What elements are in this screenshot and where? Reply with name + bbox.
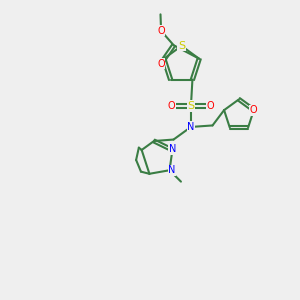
Text: N: N [169,144,176,154]
Text: O: O [157,26,165,36]
Text: O: O [206,101,214,111]
Text: O: O [157,59,165,69]
Text: N: N [168,165,175,175]
Text: O: O [250,105,258,115]
Text: S: S [188,101,194,111]
Text: O: O [168,101,176,111]
Text: S: S [178,41,185,51]
Text: N: N [187,122,195,132]
